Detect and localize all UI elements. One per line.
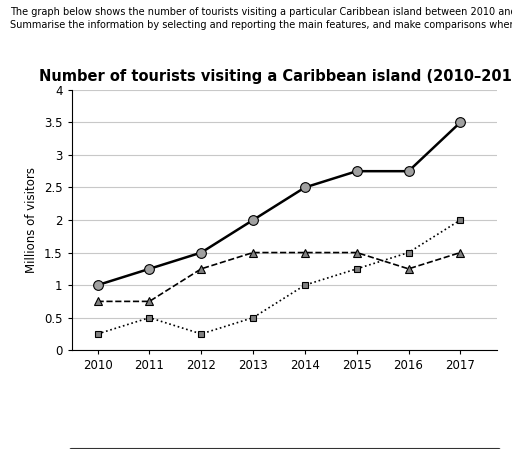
- Y-axis label: Millions of visitors: Millions of visitors: [26, 167, 38, 273]
- Title: Number of tourists visiting a Caribbean island (2010–2017): Number of tourists visiting a Caribbean …: [39, 70, 512, 84]
- Text: The graph below shows the number of tourists visiting a particular Caribbean isl: The graph below shows the number of tour…: [10, 7, 512, 17]
- Text: Summarise the information by selecting and reporting the main features, and make: Summarise the information by selecting a…: [10, 20, 512, 30]
- Legend: Visitors staying on cruise ships, Visitors staying on island, Total: Visitors staying on cruise ships, Visito…: [69, 448, 500, 449]
